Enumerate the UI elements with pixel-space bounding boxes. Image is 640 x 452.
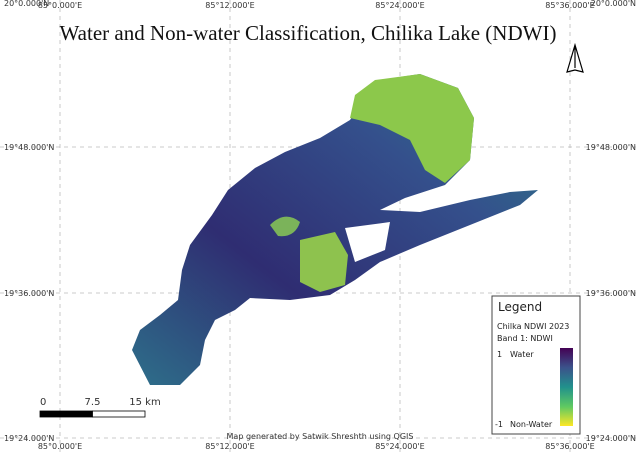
longitude-label: 85°0.000'E bbox=[38, 1, 82, 10]
scale-label: 15 km bbox=[129, 397, 160, 408]
scale-segment bbox=[39, 410, 93, 418]
longitude-label: 85°0.000'E bbox=[38, 442, 82, 451]
latitude-label: 19°48.000'N bbox=[586, 143, 636, 152]
legend-max-label: Water bbox=[510, 350, 534, 359]
map-title: Water and Non-water Classification, Chil… bbox=[60, 21, 557, 45]
legend-min: -1 bbox=[495, 420, 503, 429]
latitude-label: 20°0.000'N bbox=[591, 0, 636, 8]
latitude-label: 19°24.000'N bbox=[586, 434, 636, 443]
latitude-label: 20°0.000'N bbox=[4, 0, 49, 8]
longitude-label: 85°12.000'E bbox=[205, 1, 254, 10]
legend-layer: Chilka NDWI 2023 bbox=[497, 322, 569, 331]
longitude-label: 85°36.000'E bbox=[545, 442, 594, 451]
colorbar bbox=[560, 348, 573, 426]
scale-segment bbox=[92, 410, 146, 418]
latitude-label: 19°48.000'N bbox=[4, 143, 54, 152]
legend-min-label: Non-Water bbox=[510, 420, 553, 429]
longitude-label: 85°24.000'E bbox=[375, 442, 424, 451]
latitude-label: 19°24.000'N bbox=[4, 434, 54, 443]
legend: Legend Chilka NDWI 2023 Band 1: NDWI 1 W… bbox=[491, 295, 581, 435]
credit: Map generated by Satwik Shreshth using Q… bbox=[227, 432, 414, 441]
latitude-label: 19°36.000'N bbox=[4, 289, 54, 298]
lake bbox=[132, 74, 538, 385]
scale-label: 0 bbox=[40, 397, 46, 408]
legend-title: Legend bbox=[498, 300, 542, 314]
longitude-label: 85°12.000'E bbox=[205, 442, 254, 451]
scale-bar: 0 7.5 15 km bbox=[39, 397, 161, 418]
latitude-label: 19°36.000'N bbox=[586, 289, 636, 298]
longitude-label: 85°36.000'E bbox=[545, 1, 594, 10]
longitude-label: 85°24.000'E bbox=[375, 1, 424, 10]
legend-max: 1 bbox=[497, 350, 502, 359]
north-arrow bbox=[566, 42, 584, 73]
legend-band: Band 1: NDWI bbox=[497, 334, 553, 343]
coordinate-labels: 85°0.000'E 85°0.000'E 85°12.000'E 85°12.000… bbox=[4, 0, 636, 451]
scale-label: 7.5 bbox=[85, 397, 101, 408]
